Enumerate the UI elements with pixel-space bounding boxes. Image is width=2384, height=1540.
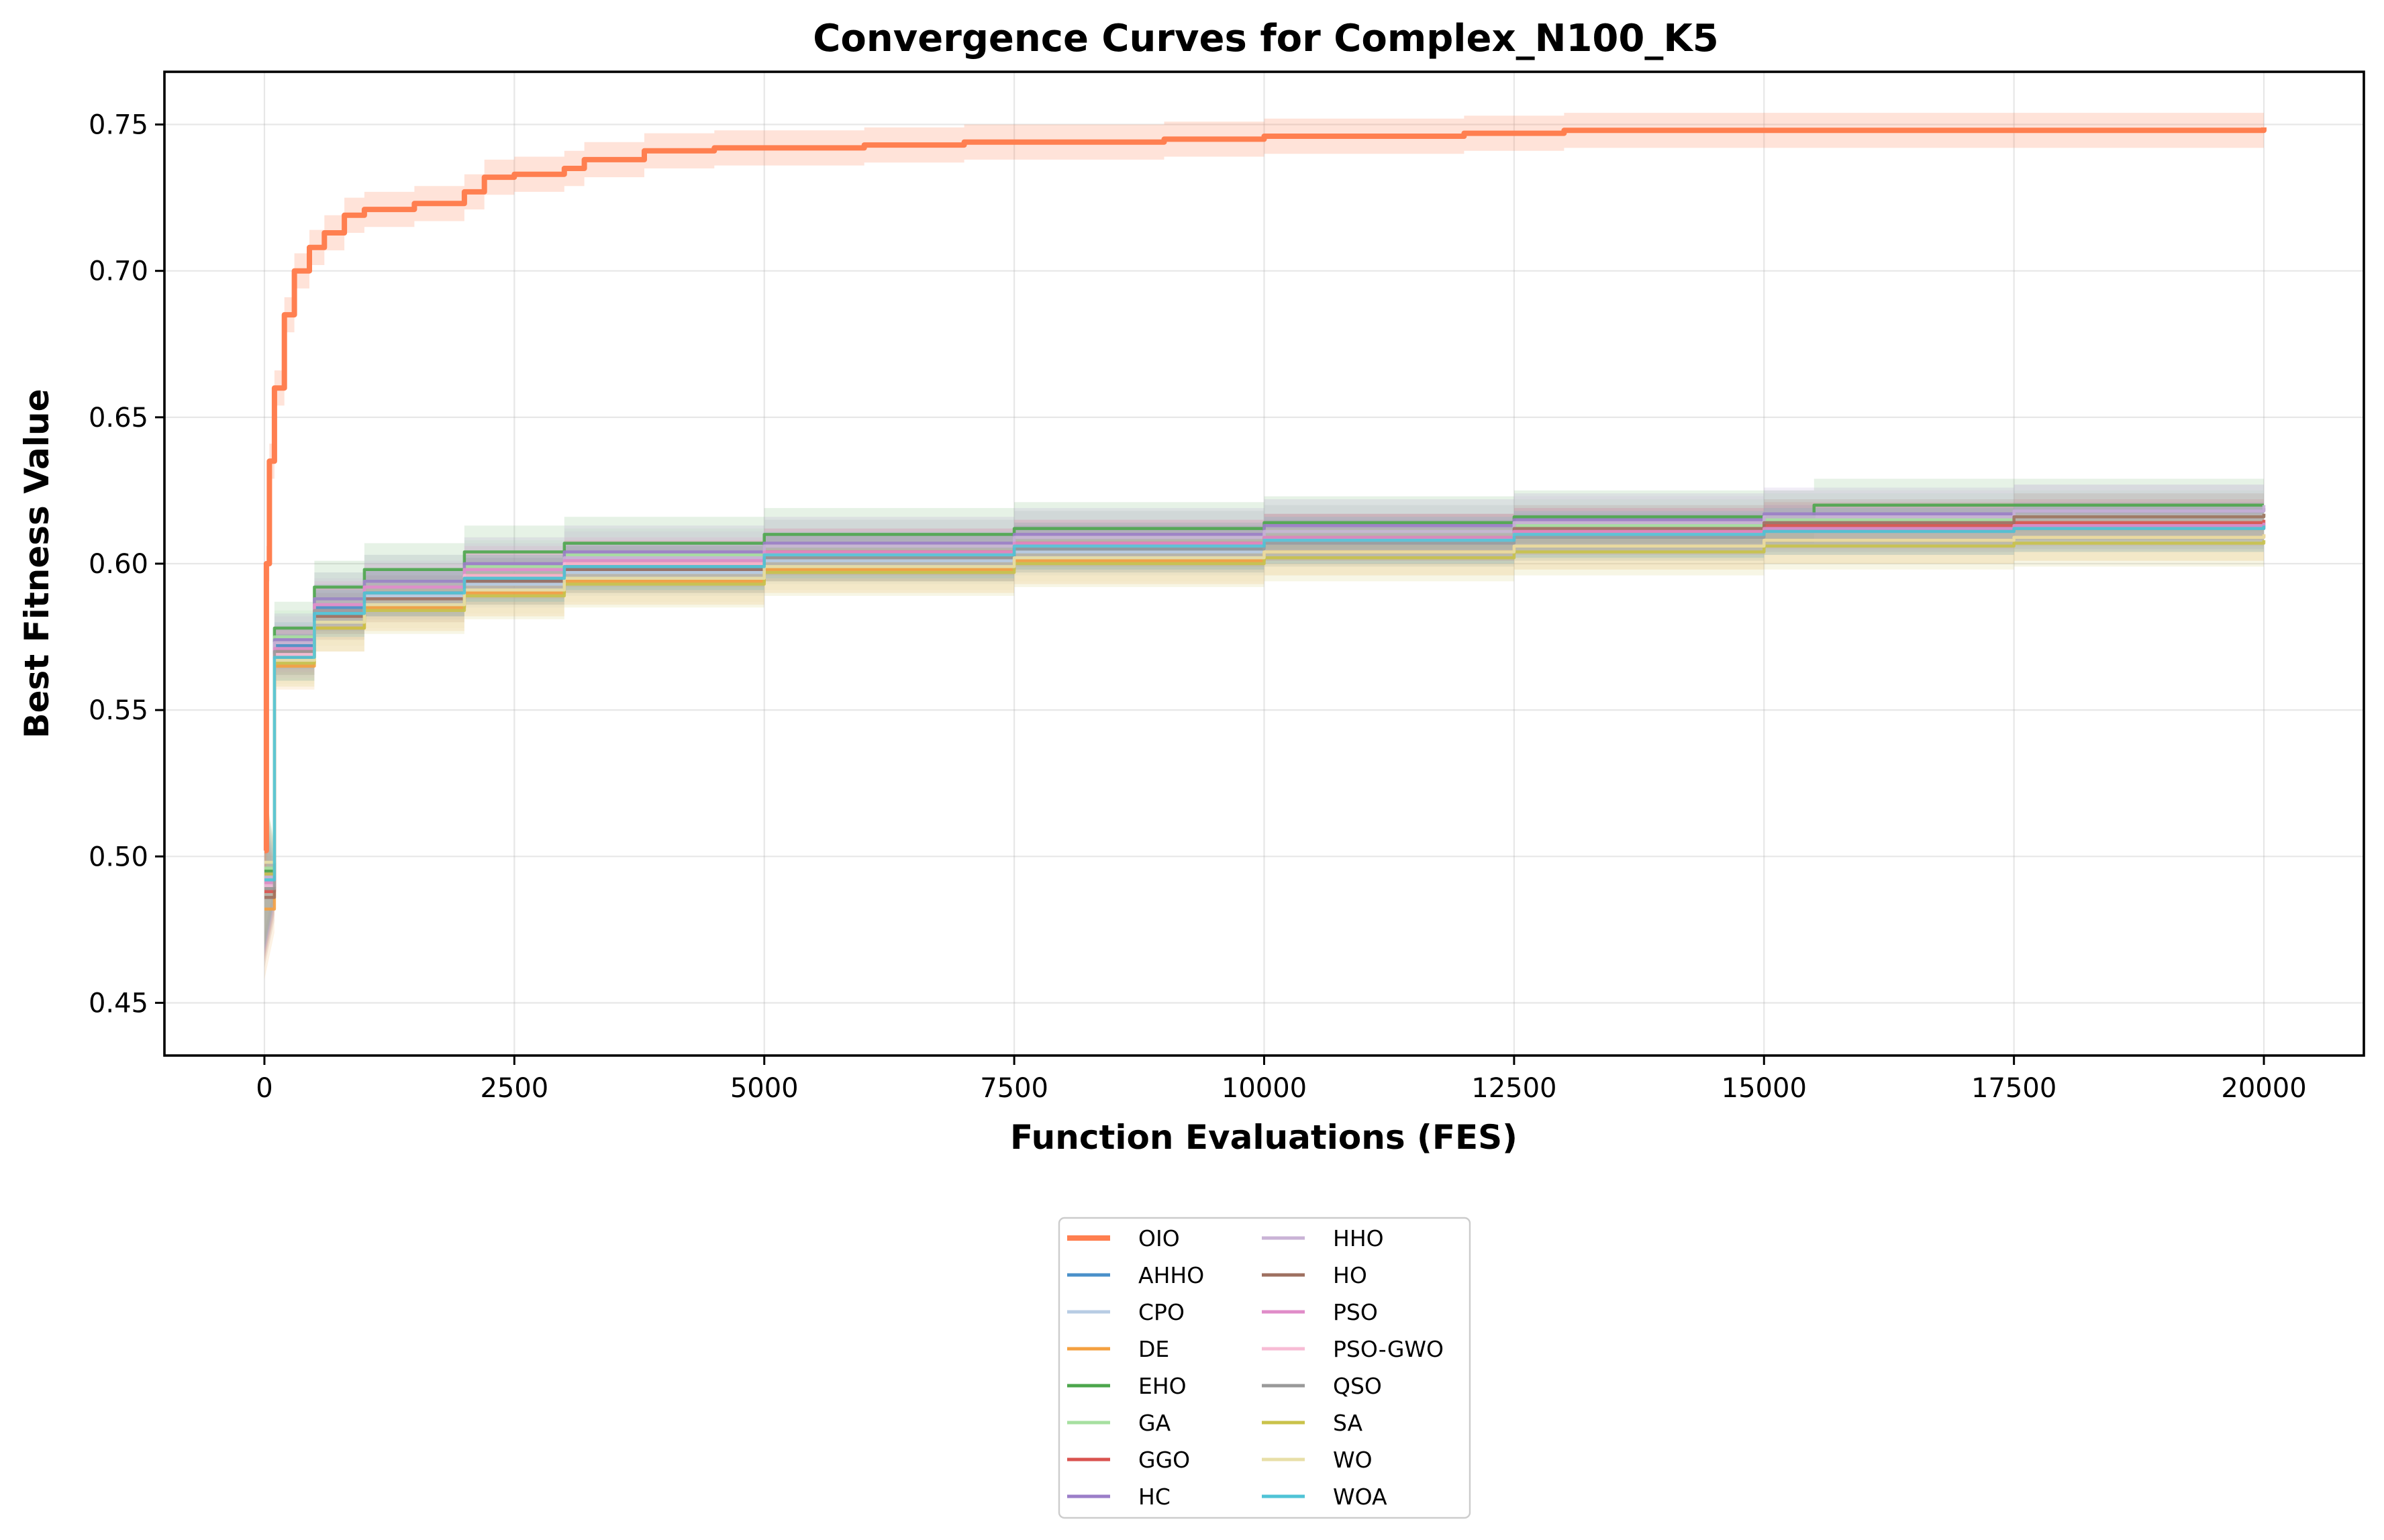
y-tick-label: 0.60 [89,549,148,580]
legend-label-ahho: AHHO [1138,1262,1204,1288]
band-ahho [264,499,2264,956]
series-line-woa [264,525,2266,882]
y-tick-label: 0.45 [89,988,148,1019]
band-sa [264,517,2264,945]
legend-label-hho: HHO [1333,1225,1384,1251]
x-tick-label: 5000 [730,1073,799,1104]
x-tick-label: 15000 [1722,1073,1807,1104]
legend-items: OIO AHHO CPO DE EHO GA GGO HC HHO HO PSO PSO-GWO QSO… [1067,1225,1444,1510]
y-tick-label: 0.55 [89,695,148,726]
legend-label-woa: WOA [1333,1484,1387,1510]
y-tick-label: 0.50 [89,841,148,872]
x-tick-label: 10000 [1222,1073,1307,1104]
x-tick-label: 2500 [480,1073,548,1104]
legend-label-hc: HC [1138,1484,1171,1510]
legend-label-pso-gwo: PSO-GWO [1333,1336,1444,1362]
band-ga [264,487,2264,947]
x-tick-label: 0 [256,1073,272,1104]
legend-label-ho: HO [1333,1262,1367,1288]
y-axis-ticks: 0.45 0.50 0.55 0.60 0.65 0.70 0.75 [89,110,164,1019]
x-tick-label: 12500 [1471,1073,1556,1104]
y-tick-label: 0.75 [89,110,148,141]
legend-label-pso: PSO [1333,1299,1378,1325]
band-de [264,511,2264,980]
x-axis-ticks: 0 2500 5000 7500 10000 12500 15000 17500 20000 [256,1056,2307,1104]
legend-label-eho: EHO [1138,1373,1187,1399]
legend-label-cpo: CPO [1138,1299,1185,1325]
legend-label-ggo: GGO [1138,1447,1190,1473]
y-tick-label: 0.70 [89,256,148,287]
legend-label-sa: SA [1333,1410,1363,1436]
band-woa [264,502,2264,950]
y-tick-label: 0.65 [89,403,148,433]
band-wo [264,511,2264,933]
legend: OIO AHHO CPO DE EHO GA GGO HC HHO HO PSO PSO-GWO QSO… [1058,1217,1471,1519]
chart-title: Convergence Curves for Complex_N100_K5 [813,17,1718,60]
legend-label-ga: GA [1138,1410,1171,1436]
x-tick-label: 17500 [1971,1073,2056,1104]
series-lines [263,127,2267,911]
legend-label-qso: QSO [1333,1373,1382,1399]
band-pso-gwo [264,502,2264,956]
x-tick-label: 7500 [980,1073,1048,1104]
legend-label-wo: WO [1333,1447,1373,1473]
y-axis-label: Best Fitness Value [17,389,56,738]
legend-box [1058,1217,1471,1519]
x-tick-label: 20000 [2221,1073,2306,1104]
x-axis-label: Function Evaluations (FES) [1010,1118,1518,1157]
series-line-hc [264,508,2266,876]
legend-label-oio: OIO [1138,1225,1180,1251]
band-qso [264,502,2264,959]
series-line-oio [263,127,2267,854]
series-line-pso [264,522,2266,884]
legend-label-de: DE [1138,1336,1169,1362]
band-cpo [264,502,2264,950]
